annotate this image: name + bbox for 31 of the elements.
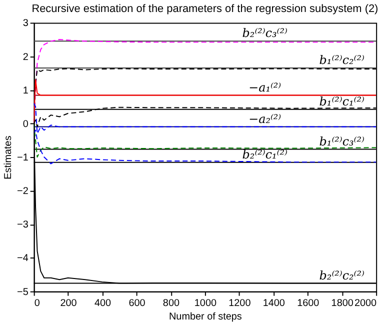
y-tick-label: 3 (22, 18, 29, 30)
y-tick-label: −1 (17, 152, 29, 164)
y-tick-label: −2 (17, 186, 29, 198)
y-tick-label: −4 (17, 253, 29, 264)
x-tick-label: 1400 (262, 298, 286, 309)
ref-line-label: b₂⁽²⁾c₁⁽²⁾ (242, 147, 288, 162)
ref-line-label: −a₂⁽²⁾ (248, 112, 282, 126)
x-tick-label: 800 (162, 298, 180, 309)
ref-line-label: b₁⁽²⁾c₃⁽²⁾ (319, 134, 364, 148)
y-tick-label: −5 (17, 286, 29, 298)
ref-line-label: b₁⁽²⁾c₂⁽²⁾ (319, 53, 364, 68)
ref-line-label: b₂⁽²⁾c₃⁽²⁾ (242, 26, 288, 40)
y-tick-label: 2 (22, 52, 29, 63)
y-tick-label: 0 (22, 118, 29, 130)
x-tick-label: 1200 (228, 298, 252, 309)
x-tick-label: 2000 (354, 298, 378, 309)
x-tick-label: 400 (94, 298, 112, 309)
x-tick-label: 1600 (297, 298, 320, 309)
chart-title: Recursive estimation of the parameters of the regression subsystem (2) (32, 2, 378, 15)
y-axis-title: Estimates (3, 136, 14, 180)
y-tick-label: −3 (17, 220, 29, 231)
ref-line-label: −a₁⁽²⁾ (248, 80, 282, 94)
ref-line-label: b₁⁽²⁾c₁⁽²⁾ (319, 94, 364, 108)
x-axis-title: Number of steps (168, 312, 242, 322)
x-tick-label: 1000 (194, 298, 217, 309)
x-tick-label: 600 (128, 298, 146, 309)
y-tick-label: 1 (22, 85, 29, 96)
x-tick-label: 200 (60, 298, 78, 309)
x-tick-label: 0 (34, 298, 40, 309)
x-tick-label: 1800 (331, 298, 354, 309)
ref-line-label: b₂⁽²⁾c₂⁽²⁾ (319, 268, 364, 282)
